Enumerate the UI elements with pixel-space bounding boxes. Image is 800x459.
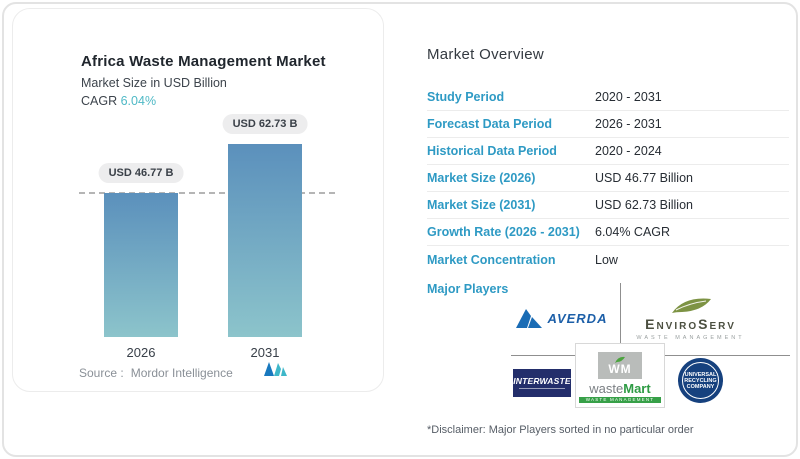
wastemart-wordmark-b: Mart bbox=[623, 381, 651, 396]
urc-badge-text: UNIVERSAL RECYCLING COMPANY bbox=[684, 372, 716, 390]
table-row: Growth Rate (2026 - 2031) 6.04% CAGR bbox=[427, 219, 789, 246]
wastemart-monogram: WM bbox=[608, 362, 632, 376]
bar-2026 bbox=[104, 193, 178, 337]
enviroserv-wordmark-b: Serv bbox=[698, 316, 736, 332]
overview-title: Market Overview bbox=[427, 46, 545, 63]
enviroserv-tagline: WASTE MANAGEMENT bbox=[636, 335, 745, 341]
row-value: 6.04% CAGR bbox=[595, 225, 671, 239]
wastemart-tagline: WASTE MANAGEMENT SERVICES bbox=[579, 397, 661, 408]
table-row: Historical Data Period 2020 - 2024 bbox=[427, 138, 789, 165]
row-value: USD 62.73 Billion bbox=[595, 198, 693, 212]
source-attribution: Source : Mordor Intelligence bbox=[79, 366, 233, 380]
enviroserv-logo: EnviroServ WASTE MANAGEMENT bbox=[623, 283, 758, 353]
major-players-label: Major Players bbox=[427, 282, 509, 296]
mordor-intelligence-logo-icon bbox=[263, 361, 289, 382]
wastemart-wordmark: wasteMart bbox=[589, 382, 650, 395]
cagr-label: CAGR bbox=[81, 94, 118, 108]
table-row: Market Size (2026) USD 46.77 Billion bbox=[427, 165, 789, 192]
urc-ring-icon bbox=[682, 362, 719, 399]
cagr-value: 6.04% bbox=[120, 94, 157, 108]
row-label: Study Period bbox=[427, 90, 505, 104]
row-label: Historical Data Period bbox=[427, 144, 557, 158]
row-value: Low bbox=[595, 252, 618, 267]
urc-line2: RECYCLING bbox=[684, 377, 717, 384]
row-label: Market Size (2026) bbox=[427, 171, 536, 185]
major-players-grid: AVERDA EnviroServ WASTE MANAGEMENT INTER… bbox=[505, 281, 790, 412]
interwaste-subline bbox=[519, 388, 565, 390]
source-name: Mordor Intelligence bbox=[130, 366, 233, 380]
chart-title: Africa Waste Management Market bbox=[81, 53, 326, 70]
x-axis-label-2031: 2031 bbox=[250, 345, 280, 360]
wastemart-leaf-icon bbox=[615, 356, 625, 363]
chart-header: Africa Waste Management Market Market Si… bbox=[81, 53, 326, 108]
row-value: 2020 - 2024 bbox=[595, 144, 662, 158]
disclaimer-text: *Disclaimer: Major Players sorted in no … bbox=[427, 424, 694, 436]
row-value: USD 46.77 Billion bbox=[595, 171, 693, 185]
bar-value-label-2026: USD 46.77 B bbox=[98, 163, 184, 183]
enviroserv-wordmark-a: Enviro bbox=[645, 316, 699, 332]
bar-chart: USD 46.77 B USD 62.73 B 2026 2031 bbox=[79, 109, 335, 360]
table-row: Study Period 2020 - 2031 bbox=[427, 84, 789, 111]
averda-wordmark: AVERDA bbox=[547, 310, 608, 326]
enviroserv-leaf-icon bbox=[671, 298, 711, 313]
source-label: Source : bbox=[79, 366, 124, 380]
row-value: 2020 - 2031 bbox=[595, 90, 662, 104]
overview-table: Study Period 2020 - 2031 Forecast Data P… bbox=[427, 84, 789, 273]
averda-logo: AVERDA bbox=[505, 289, 617, 347]
table-row: Market Size (2031) USD 62.73 Billion bbox=[427, 192, 789, 219]
bar-value-label-2031: USD 62.73 B bbox=[222, 114, 308, 134]
universal-recycling-company-logo: UNIVERSAL RECYCLING COMPANY bbox=[678, 358, 723, 403]
interwaste-wordmark: INTERWASTE bbox=[513, 376, 571, 386]
dashed-reference-line bbox=[79, 192, 335, 194]
bar-2031 bbox=[228, 144, 302, 337]
row-label: Market Concentration bbox=[427, 252, 556, 267]
market-size-chart-card: Africa Waste Management Market Market Si… bbox=[12, 8, 384, 392]
row-label: Forecast Data Period bbox=[427, 117, 553, 131]
wastemart-wordmark-a: waste bbox=[589, 381, 624, 396]
table-row: Market Concentration Low bbox=[427, 246, 789, 273]
wastemart-logo: WM wasteMart WASTE MANAGEMENT SERVICES bbox=[575, 343, 665, 408]
row-value: 2026 - 2031 bbox=[595, 117, 662, 131]
enviroserv-wordmark: EnviroServ bbox=[645, 316, 736, 332]
urc-line3: COMPANY bbox=[686, 383, 715, 390]
averda-mark-icon bbox=[515, 309, 542, 328]
x-axis-label-2026: 2026 bbox=[126, 345, 156, 360]
wastemart-monogram-tile: WM bbox=[598, 352, 642, 379]
interwaste-logo: INTERWASTE bbox=[513, 369, 571, 397]
table-row: Forecast Data Period 2026 - 2031 bbox=[427, 111, 789, 138]
urc-line1: UNIVERSAL bbox=[684, 371, 717, 378]
row-label: Growth Rate (2026 - 2031) bbox=[427, 225, 580, 239]
chart-subtitle: Market Size in USD Billion bbox=[81, 76, 227, 90]
chart-cagr-line: CAGR 6.04% bbox=[81, 94, 326, 108]
row-label: Market Size (2031) bbox=[427, 198, 536, 212]
